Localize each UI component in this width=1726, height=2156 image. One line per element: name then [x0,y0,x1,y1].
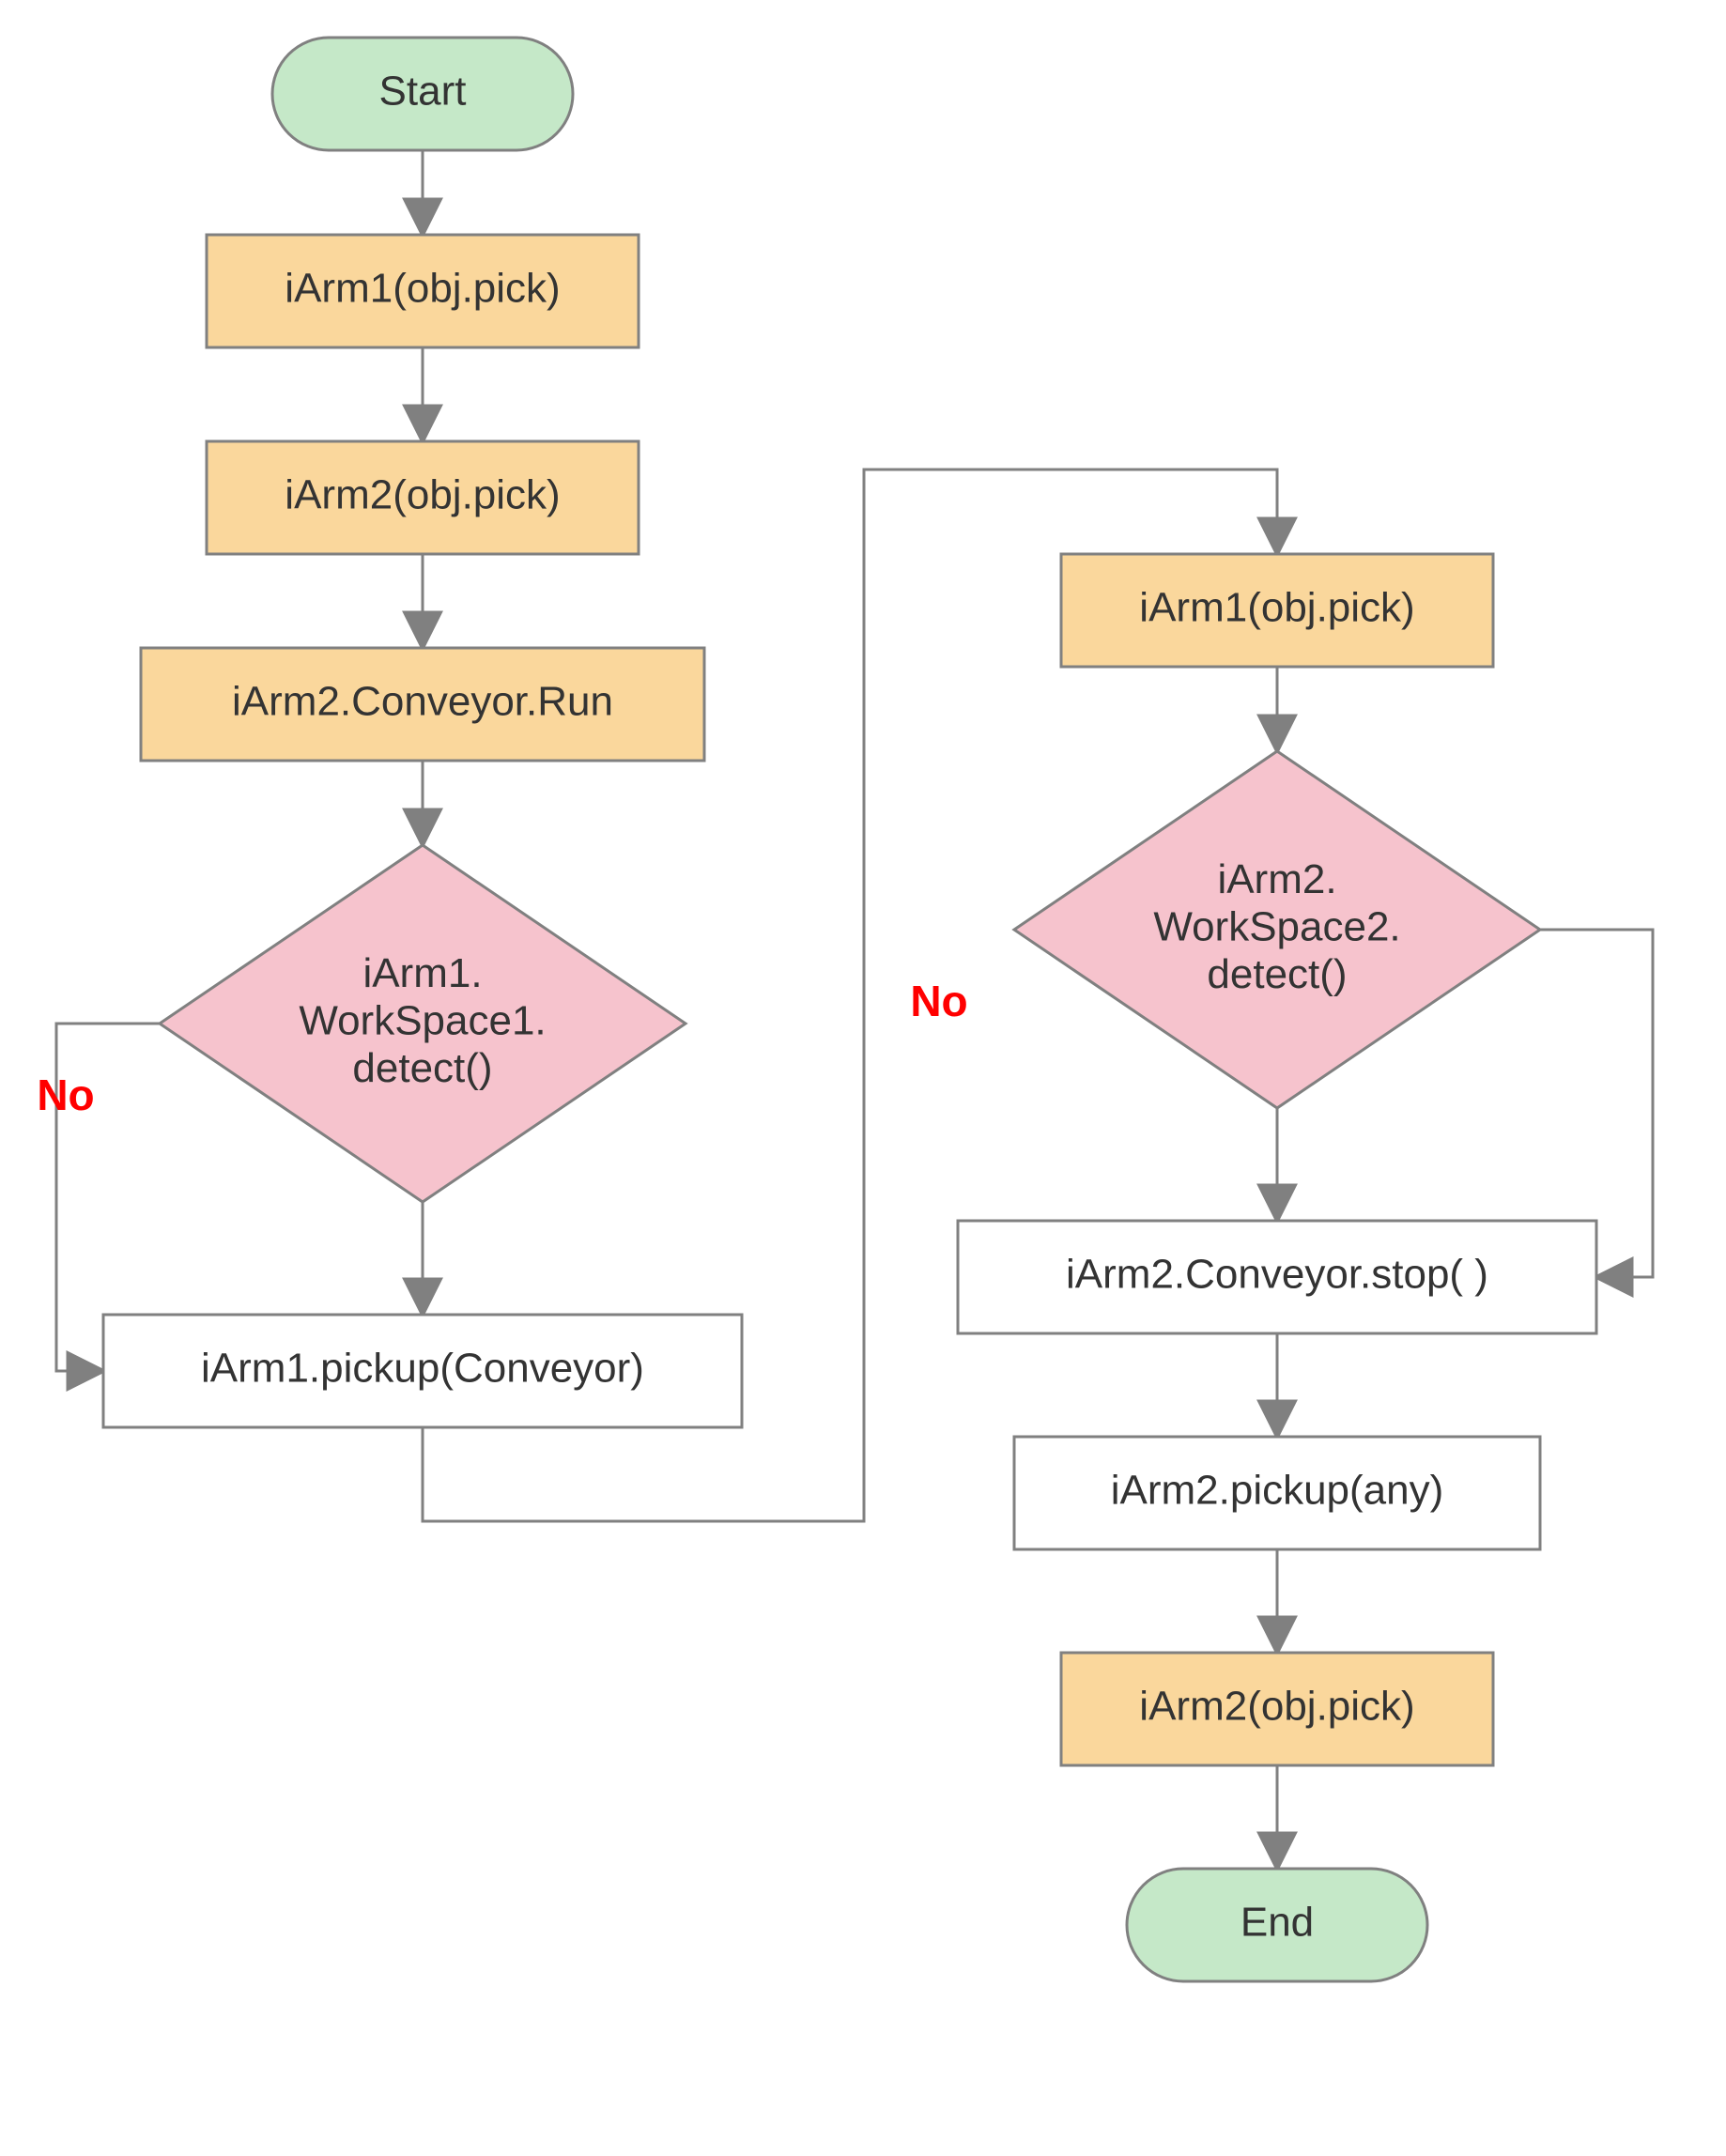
node-end: End [1127,1869,1427,1981]
node-p8: iArm2(obj.pick) [1061,1653,1493,1765]
node-d2: iArm2.WorkSpace2.detect() [1014,751,1540,1108]
node-d2-label-line-2: detect() [1207,951,1347,997]
flowchart-diagram: No No Start iArm1(obj.pick) iArm2(obj.pick) i… [0,0,1726,2156]
node-p2-label-line-0: iArm2(obj.pick) [285,472,560,518]
node-p6-label-line-0: iArm2.Conveyor.stop( ) [1066,1252,1488,1298]
node-d2-label-line-1: WorkSpace2. [1153,904,1400,950]
edge-label-d2: No [910,977,967,1025]
edge-label-d1: No [37,1070,94,1119]
node-d1: iArm1.WorkSpace1.detect() [160,845,686,1202]
node-p1: iArm1(obj.pick) [207,235,639,347]
node-p4-label-line-0: iArm1.pickup(Conveyor) [201,1346,644,1392]
node-p4: iArm1.pickup(Conveyor) [103,1315,742,1427]
node-d1-label-line-1: WorkSpace1. [299,998,546,1044]
node-start-label-line-0: Start [379,69,467,115]
node-p3: iArm2.Conveyor.Run [141,648,704,761]
node-d1-label-line-2: detect() [352,1045,492,1091]
node-p5: iArm1(obj.pick) [1061,554,1493,667]
node-end-label-line-0: End [1241,1900,1314,1946]
node-p6: iArm2.Conveyor.stop( ) [958,1221,1596,1333]
node-p3-label-line-0: iArm2.Conveyor.Run [232,679,613,725]
node-p8-label-line-0: iArm2(obj.pick) [1139,1684,1414,1730]
node-p1-label-line-0: iArm1(obj.pick) [285,266,560,312]
node-p2: iArm2(obj.pick) [207,441,639,554]
node-p7-label-line-0: iArm2.pickup(any) [1111,1468,1444,1514]
node-d2-label-line-0: iArm2. [1217,856,1336,902]
node-start: Start [272,38,573,150]
node-p7: iArm2.pickup(any) [1014,1437,1540,1549]
node-p5-label-line-0: iArm1(obj.pick) [1139,585,1414,631]
node-d1-label-line-0: iArm1. [362,950,482,996]
nodes-group: Start iArm1(obj.pick) iArm2(obj.pick) iArm2… [103,38,1596,1981]
